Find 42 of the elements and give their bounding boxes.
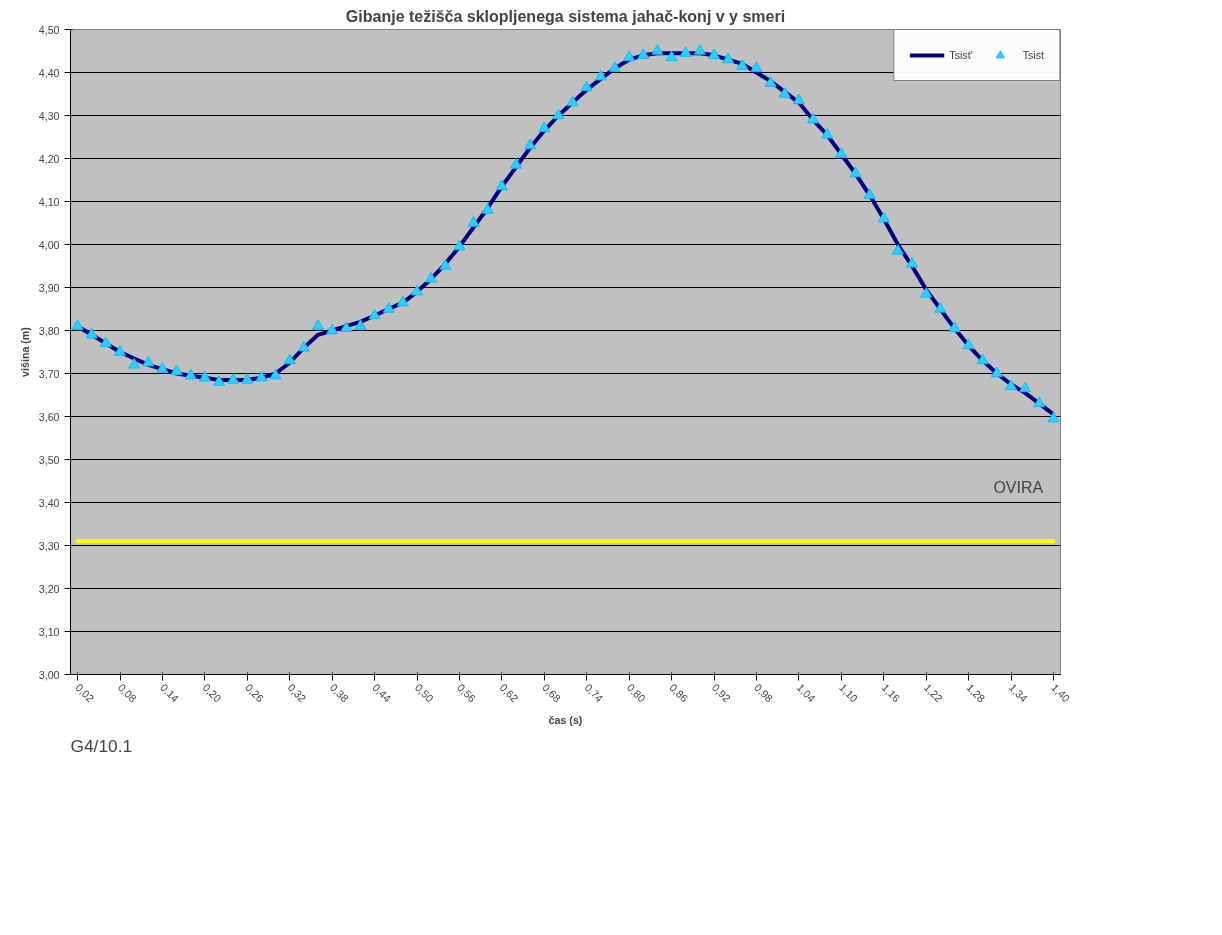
x-tick-label: 1,16: [879, 681, 903, 705]
x-tick-label: 0,56: [455, 681, 479, 705]
x-tick-label: 1,28: [964, 681, 988, 705]
y-tick-label: 3,70: [38, 367, 60, 380]
y-tick-label: 4,40: [38, 66, 60, 79]
y-tick-label: 3,50: [38, 453, 60, 466]
y-tick-label: 3,30: [38, 539, 60, 552]
y-tick-label: 3,60: [38, 410, 60, 423]
x-tick-label: 0,74: [582, 681, 606, 705]
y-tick-label: 3,20: [38, 582, 60, 595]
x-tick-label: 1,04: [794, 681, 818, 705]
y-tick-label: 4,50: [38, 23, 60, 36]
ref-line-label: OVIRA: [993, 479, 1044, 497]
y-tick-label: 3,90: [38, 281, 60, 294]
text: G4/10.1: [70, 735, 133, 756]
y-axis-title: višina (m): [18, 326, 31, 377]
x-tick-label: 0,26: [243, 681, 267, 705]
x-tick-label: 0,80: [624, 681, 649, 705]
chart-title: Gibanje težišča sklopljenega sistema jahač-konj v y smeri: [345, 7, 786, 25]
x-tick-label: 0,08: [115, 681, 139, 705]
x-tick-label: 1,10: [837, 681, 861, 705]
x-tick-label: 0,86: [667, 681, 691, 705]
x-tick-label: 1,34: [1006, 681, 1030, 705]
legend-label: Tsist': [949, 49, 973, 61]
x-tick-label: 0,44: [370, 681, 394, 705]
x-tick-label: 1,40: [1049, 681, 1073, 705]
y-tick-label: 3,40: [38, 496, 60, 509]
x-tick-label: 0,14: [158, 681, 182, 705]
x-tick-label: 0,98: [752, 681, 776, 705]
y-tick-label: 3,10: [38, 625, 60, 638]
y-tick-label: 4,30: [38, 109, 60, 122]
y-tick-label: 3,80: [38, 324, 60, 337]
y-tick-label: 4,10: [38, 195, 60, 208]
x-tick-label: 0,68: [540, 681, 564, 705]
y-tick-label: 4,20: [38, 152, 60, 165]
legend-label: Tsist: [1022, 49, 1044, 61]
x-axis-title: čas (s): [548, 713, 583, 726]
y-tick-label: 3,00: [38, 668, 60, 681]
x-tick-label: 0,50: [412, 681, 436, 705]
y-tick-label: 4,00: [38, 238, 60, 251]
x-tick-label: 0,38: [327, 681, 352, 705]
x-tick-label: 0,20: [200, 681, 224, 705]
